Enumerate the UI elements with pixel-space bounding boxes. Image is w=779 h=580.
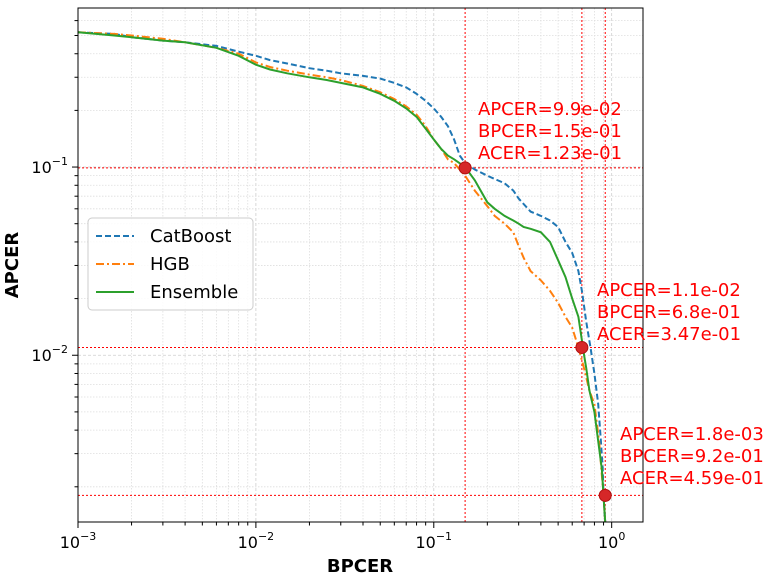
- series-line-hgb: [78, 31, 607, 522]
- x-tick-label-base: 10: [598, 533, 618, 552]
- operating-point-annotation: APCER=9.9e-02: [478, 99, 622, 120]
- legend-label-hgb: HGB: [150, 254, 190, 275]
- x-tick-label-exponent: −1: [436, 530, 452, 543]
- x-tick-label: 10−1: [415, 530, 452, 552]
- x-tick-label-base: 10: [238, 533, 258, 552]
- y-tick-label-exponent: −1: [52, 155, 68, 168]
- x-tick-label-base: 10: [60, 533, 80, 552]
- y-tick-label: 10−1: [31, 155, 68, 177]
- operating-point-marker: [458, 161, 472, 175]
- legend-label-catboost: CatBoost: [150, 226, 231, 247]
- reference-lines: [78, 8, 643, 522]
- x-tick-label-exponent: −2: [258, 530, 274, 543]
- operating-point-annotation: BPCER=6.8e-01: [597, 302, 741, 323]
- operating-point-markers: [458, 161, 612, 502]
- x-tick-label-base: 10: [415, 533, 435, 552]
- legend: CatBoost HGB Ensemble: [87, 217, 254, 311]
- y-tick-label: 10−2: [31, 343, 68, 365]
- x-tick-label-exponent: −3: [80, 530, 96, 543]
- x-tick-label: 100: [598, 530, 625, 552]
- legend-box: [87, 217, 254, 311]
- y-tick-label-exponent: −2: [52, 343, 68, 356]
- operating-point-marker: [598, 488, 612, 502]
- operating-point-annotation: ACER=4.59e-01: [620, 468, 764, 489]
- x-tick-label: 10−3: [60, 530, 97, 552]
- y-axis-label: APCER: [2, 232, 23, 299]
- operating-point-annotation: BPCER=9.2e-01: [620, 446, 764, 467]
- y-tick-label-base: 10: [31, 346, 51, 365]
- x-tick-label-exponent: 0: [618, 530, 625, 543]
- legend-label-ensemble: Ensemble: [150, 282, 238, 303]
- operating-point-annotation: ACER=3.47e-01: [597, 324, 741, 345]
- x-tick-label: 10−2: [238, 530, 275, 552]
- operating-point-marker: [575, 340, 589, 354]
- operating-point-annotation: ACER=1.23e-01: [478, 143, 622, 164]
- operating-point-annotation: APCER=1.1e-02: [597, 280, 741, 301]
- operating-point-annotation: BPCER=1.5e-01: [478, 121, 622, 142]
- operating-point-annotation: APCER=1.8e-03: [620, 424, 764, 445]
- x-axis-label: BPCER: [327, 556, 393, 576]
- y-tick-label-base: 10: [31, 158, 51, 177]
- series-line-catboost: [78, 31, 607, 522]
